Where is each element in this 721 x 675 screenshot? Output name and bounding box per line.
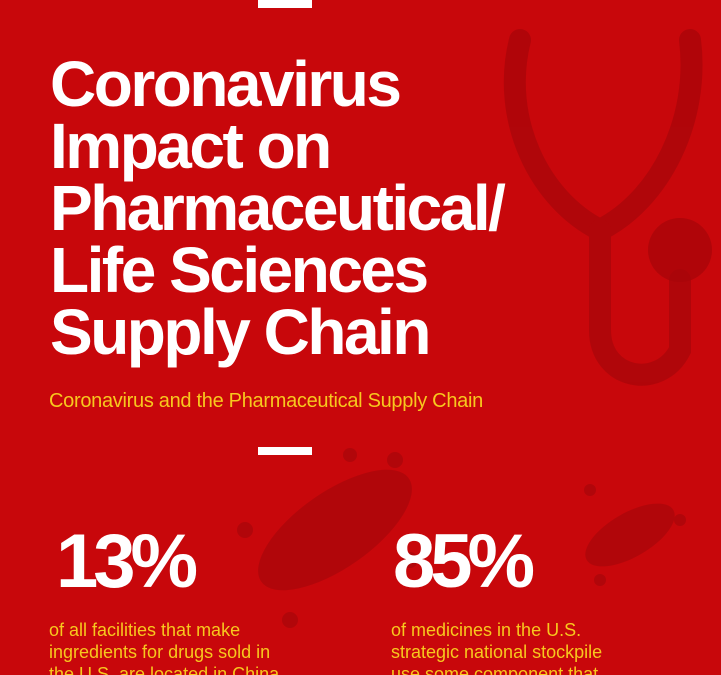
title-line: Pharmaceutical/ [50,172,506,244]
title-line: Impact on [50,110,332,182]
stat-value: 13% [56,519,198,604]
subtitle: Coronavirus and the Pharmaceutical Suppl… [49,390,483,412]
stat-description: of all facilities that make [49,620,241,640]
top-bar [258,0,312,8]
stat-value: 85% [393,519,535,604]
divider [258,447,312,455]
title-line: Coronavirus [50,48,402,120]
stat-description: strategic national stockpile [391,642,603,662]
stat-description: of medicines in the U.S. [391,620,582,640]
title-line: Life Sciences [50,234,429,306]
stat-description: use some component that [391,664,599,675]
stat-description: ingredients for drugs sold in [49,642,271,662]
stat-description: the U.S. are located in China [49,664,280,675]
title-line: Supply Chain [50,296,431,368]
